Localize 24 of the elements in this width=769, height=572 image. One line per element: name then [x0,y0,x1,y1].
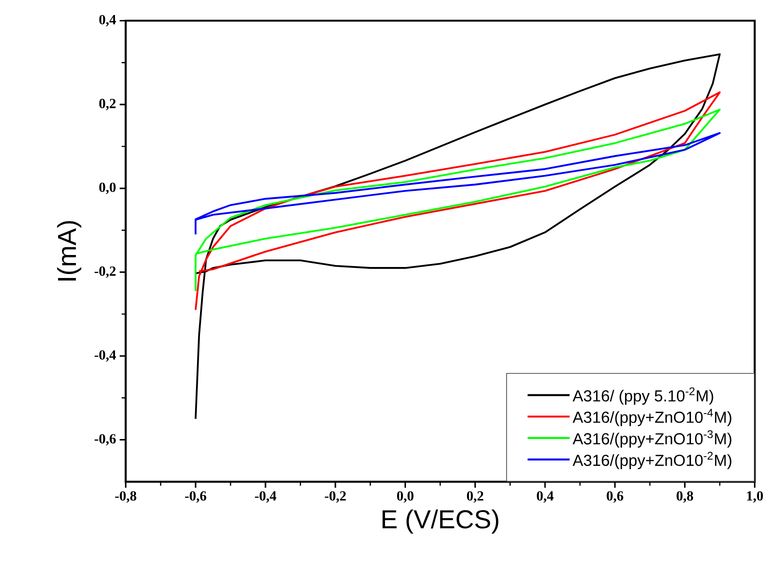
x-tick-label: -0,2 [324,491,346,503]
y-tick-label: 0,4 [99,14,116,26]
x-tick-label: -0,8 [115,491,136,503]
x-tick-label: 1,0 [747,491,763,503]
x-tick-label: -0,4 [254,491,276,503]
x-tick-label: 0,6 [606,491,624,503]
x-tick-label: -0,6 [185,491,206,503]
legend-label: A316/(ppy+ZnO10$^{-3}$M) [572,430,732,448]
y-tick-label: -0,4 [94,350,116,362]
y-tick-label: -0,2 [94,266,116,278]
x-tick-label: 0,8 [676,491,694,503]
y-tick-label: 0,0 [99,182,116,194]
legend-label: A316/ (ppy 5.10$^{-2}$M) [572,387,714,405]
x-tick-label: 0,2 [466,491,484,503]
y-axis-title: I(mA) [57,221,82,280]
y-tick-label: -0,6 [94,434,116,446]
line-series [194,91,721,311]
legend-label: A316/(ppy+ZnO10$^{-2}$M) [572,452,732,470]
line-series [194,132,721,236]
x-axis-title: E (V/ECS) [382,510,498,534]
x-tick-label: 0,4 [536,491,554,503]
y-tick-label: 0,2 [99,98,116,110]
x-tick-label: 0,0 [397,491,414,503]
legend-label: A316/(ppy+ZnO10$^{-4}$M) [572,408,732,426]
